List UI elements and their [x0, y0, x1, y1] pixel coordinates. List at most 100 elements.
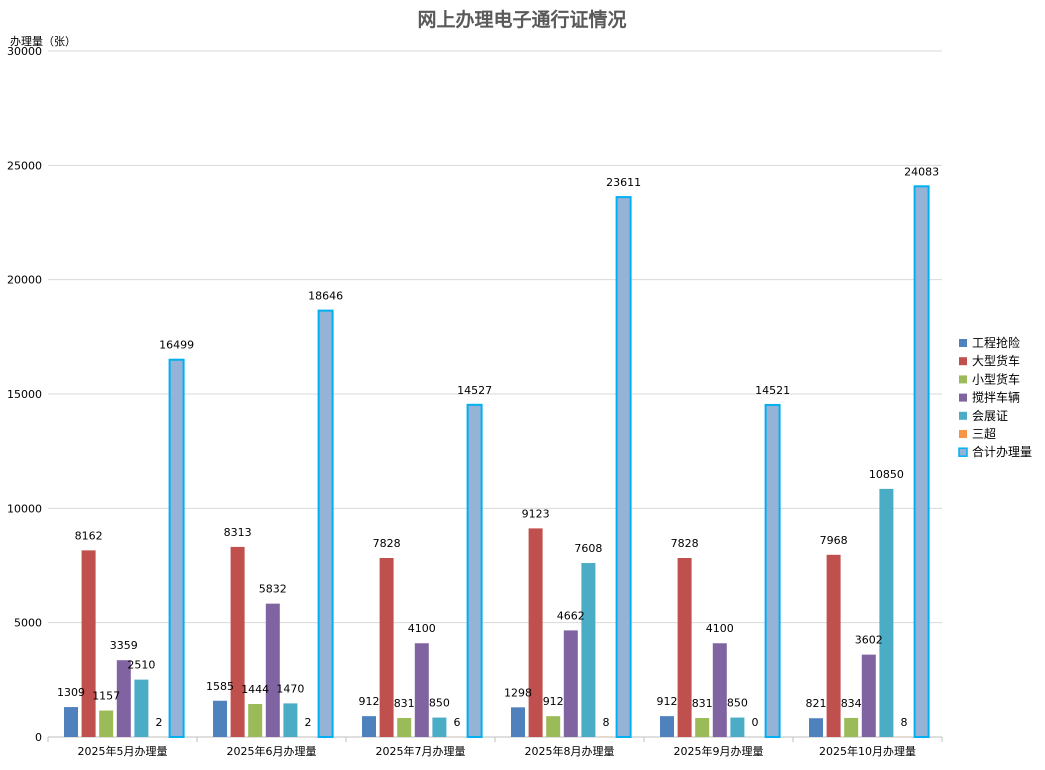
bar — [414, 643, 429, 737]
data-label: 7828 — [671, 537, 699, 550]
data-label: 850 — [429, 697, 450, 710]
y-tick-label: 5000 — [14, 617, 42, 630]
bar — [677, 557, 692, 737]
data-label: 821 — [806, 697, 827, 710]
y-tick-label: 10000 — [7, 502, 42, 515]
legend-swatch — [959, 375, 967, 384]
data-label: 912 — [543, 695, 564, 708]
bar — [64, 707, 78, 737]
legend-swatch — [959, 357, 967, 366]
data-label: 16499 — [159, 339, 194, 352]
legend-swatch — [958, 447, 968, 457]
chart-title: 网上办理电子通行证情况 — [417, 8, 626, 31]
data-label: 4100 — [706, 622, 734, 635]
data-label: 7968 — [820, 534, 848, 547]
bar — [861, 654, 876, 737]
data-label: 8313 — [224, 526, 252, 539]
bar — [362, 716, 376, 737]
legend-label: 小型货车 — [972, 371, 1020, 386]
x-category-label: 2025年5月办理量 — [78, 744, 168, 758]
bar — [283, 703, 298, 737]
data-label: 1444 — [241, 683, 269, 696]
data-label: 4100 — [408, 622, 436, 635]
data-label: 912 — [359, 695, 380, 708]
x-category-label: 2025年6月办理量 — [227, 744, 317, 758]
bar — [248, 703, 263, 737]
y-tick-label: 15000 — [7, 388, 42, 401]
bar — [730, 717, 745, 737]
bar — [265, 603, 280, 737]
bar — [615, 196, 632, 738]
data-label: 8162 — [75, 529, 103, 542]
legend-swatch — [959, 393, 967, 402]
data-label: 23611 — [606, 176, 641, 189]
bar — [764, 403, 781, 738]
bar — [317, 309, 334, 738]
data-label: 14521 — [755, 384, 790, 397]
x-category-label: 2025年8月办理量 — [525, 744, 615, 758]
bar — [81, 550, 96, 737]
bar — [826, 554, 841, 737]
y-tick-label: 30000 — [7, 45, 42, 58]
data-label: 1585 — [206, 680, 234, 693]
legend-swatch — [959, 430, 967, 438]
bar — [397, 717, 412, 737]
legend-label: 工程抢险 — [972, 335, 1020, 350]
data-label: 2510 — [127, 659, 155, 672]
bar — [809, 718, 823, 737]
bar — [660, 716, 674, 737]
bar — [844, 717, 859, 737]
legend-label: 三超 — [972, 426, 996, 441]
data-label: 3359 — [110, 639, 138, 652]
bar — [913, 185, 930, 738]
y-tick-label: 0 — [35, 731, 42, 744]
data-label: 912 — [657, 695, 678, 708]
legend-swatch — [959, 411, 967, 420]
legend-label: 会展证 — [972, 409, 1008, 423]
data-label: 10850 — [869, 468, 904, 481]
x-category-label: 2025年10月办理量 — [819, 744, 916, 758]
y-axis-label: 办理量（张） — [10, 35, 76, 48]
y-tick-label: 20000 — [7, 274, 42, 287]
x-axis-categories: 2025年5月办理量 2025年6月办理量 2025年7月办理量 2025年8月办理量… — [78, 744, 917, 758]
data-label: 6 — [454, 716, 461, 729]
legend-label: 大型货车 — [972, 353, 1020, 368]
data-label: 14527 — [457, 384, 492, 397]
bar — [134, 679, 149, 737]
data-label: 24083 — [904, 165, 939, 178]
bar — [581, 563, 596, 737]
data-label: 834 — [841, 697, 862, 710]
bar — [695, 717, 710, 737]
bar — [168, 358, 185, 738]
data-label: 8 — [603, 716, 610, 729]
bar — [563, 630, 578, 737]
data-label: 2 — [305, 716, 312, 729]
bars — [64, 185, 930, 738]
data-label: 7608 — [574, 542, 602, 555]
bar — [879, 488, 894, 737]
data-label: 1470 — [276, 682, 304, 695]
data-label: 9123 — [522, 507, 550, 520]
legend-label: 合计办理量 — [972, 444, 1032, 459]
bar — [230, 546, 245, 737]
x-category-label: 2025年9月办理量 — [674, 744, 764, 758]
legend-label: 搅拌车辆 — [972, 390, 1020, 405]
data-labels: 1309 1585 912 1298 912 821 8162 8313 7828 9123 782… — [57, 165, 939, 729]
data-label: 850 — [727, 697, 748, 710]
data-label: 1309 — [57, 686, 85, 699]
bar — [712, 643, 727, 737]
bar — [466, 403, 483, 738]
data-label: 4662 — [557, 609, 585, 622]
x-category-label: 2025年7月办理量 — [376, 744, 466, 758]
bar — [116, 660, 131, 737]
bar — [99, 710, 114, 737]
y-tick-label: 25000 — [7, 159, 42, 172]
bar — [528, 528, 543, 737]
data-label: 1298 — [504, 686, 532, 699]
gridlines — [47, 50, 943, 742]
y-axis-ticks: 0 5000 10000 15000 20000 25000 30000 — [7, 45, 42, 744]
data-label: 831 — [394, 697, 415, 710]
bar — [432, 717, 447, 737]
data-label: 0 — [752, 716, 759, 729]
